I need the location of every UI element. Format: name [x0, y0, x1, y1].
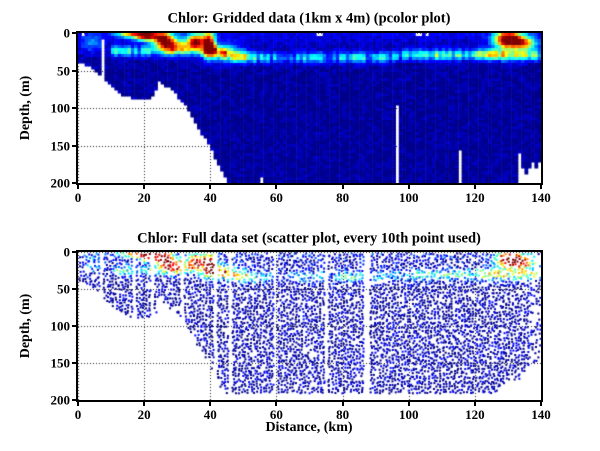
x-tick-mark [341, 185, 344, 189]
scatter-axes-box [76, 250, 543, 402]
x-tick-mark [143, 402, 146, 406]
x-tick-mark [209, 402, 212, 406]
x-tick-label: 60 [269, 190, 283, 205]
x-tick-label: 100 [398, 407, 419, 422]
x-tick-mark [143, 185, 146, 189]
x-tick-label: 120 [465, 407, 485, 422]
x-tick-mark [275, 185, 278, 189]
x-tick-label: 140 [531, 190, 551, 205]
y-tick-mark [72, 144, 76, 147]
y-tick-label: 100 [50, 100, 71, 116]
x-tick-label: 60 [269, 407, 283, 422]
pcolor-plot-title: Chlor: Gridded data (1km x 4m) (pcolor p… [167, 10, 451, 27]
x-tick-label: 140 [531, 407, 551, 422]
scatter-plot-canvas [78, 252, 541, 400]
y-tick-label: 0 [63, 244, 71, 260]
x-tick-mark [473, 402, 476, 406]
y-tick-label: 150 [50, 138, 71, 153]
x-tick-label: 0 [74, 190, 82, 205]
pcolor-y-axis-label: Depth, (m) [18, 75, 33, 141]
y-tick-label: 50 [57, 63, 70, 78]
y-tick-label: 200 [50, 392, 71, 408]
x-tick-label: 0 [74, 407, 82, 422]
y-tick-mark [72, 69, 76, 72]
y-tick-mark [72, 325, 76, 327]
y-tick-mark [72, 32, 76, 34]
x-axis-label: Distance, (km) [265, 420, 353, 435]
x-tick-label: 40 [203, 190, 217, 205]
x-tick-mark [473, 185, 476, 189]
x-tick-label: 100 [398, 190, 419, 205]
x-tick-mark [209, 185, 212, 189]
y-tick-mark [72, 399, 76, 401]
x-tick-mark [77, 185, 79, 189]
x-tick-label: 120 [465, 190, 485, 205]
x-tick-mark [540, 402, 542, 406]
x-tick-mark [407, 185, 410, 189]
pcolor-axes-box [76, 31, 543, 185]
y-tick-label: 100 [50, 318, 71, 334]
x-tick-mark [275, 402, 278, 406]
scatter-plot-title: Chlor: Full data set (scatter plot, ever… [137, 230, 481, 247]
y-tick-mark [72, 362, 76, 364]
x-tick-label: 20 [137, 407, 151, 422]
y-tick-label: 200 [50, 175, 71, 191]
x-tick-mark [77, 402, 79, 406]
y-tick-mark [72, 182, 76, 184]
y-tick-label: 50 [57, 281, 70, 297]
y-tick-label: 150 [50, 355, 71, 371]
y-tick-mark [72, 288, 76, 290]
x-tick-mark [407, 402, 410, 406]
x-tick-label: 20 [137, 190, 151, 205]
x-tick-label: 80 [336, 407, 350, 422]
y-tick-mark [72, 107, 76, 109]
x-tick-label: 40 [203, 407, 217, 422]
pcolor-plot-canvas [78, 33, 541, 183]
y-tick-mark [72, 251, 76, 253]
x-tick-mark [540, 185, 542, 189]
scatter-y-axis-label: Depth, (m) [18, 293, 33, 359]
y-tick-label: 0 [63, 25, 71, 41]
x-tick-label: 80 [336, 190, 350, 205]
x-tick-mark [341, 402, 344, 406]
